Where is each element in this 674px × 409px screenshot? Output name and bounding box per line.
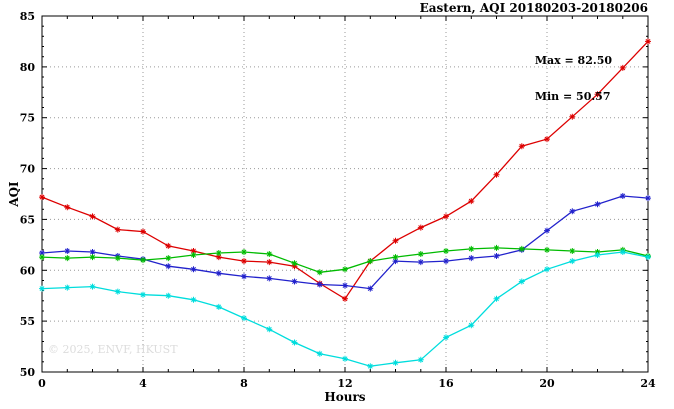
series-blue-line xyxy=(41,195,649,290)
y-tick-label: 80 xyxy=(20,61,36,74)
y-tick-label: 55 xyxy=(20,315,35,328)
series-cyan xyxy=(39,249,651,370)
series-cyan-markers xyxy=(39,249,651,370)
axis-ticks xyxy=(41,15,649,373)
watermark: © 2025, ENVF, HKUST xyxy=(48,343,178,356)
chart-title: Eastern, AQI 20180203-20180206 xyxy=(419,1,648,15)
x-axis-label: Hours xyxy=(324,390,366,404)
x-tick-label: 16 xyxy=(438,377,454,390)
y-tick-label: 50 xyxy=(20,366,36,379)
y-tick-label: 65 xyxy=(20,213,35,226)
tick-labels: 0 4 8 12 16 20 24 50 55 60 65 70 75 80 85 xyxy=(20,10,656,390)
y-tick-label: 75 xyxy=(20,112,35,125)
max-annotation: Max = 82.50 xyxy=(534,54,612,67)
y-tick-label: 70 xyxy=(20,163,36,176)
x-tick-label: 24 xyxy=(640,377,656,390)
min-annotation: Min = 50.57 xyxy=(534,90,611,103)
grid-lines xyxy=(42,16,648,372)
plot-border xyxy=(41,15,649,373)
x-tick-label: 0 xyxy=(38,377,46,390)
x-tick-label: 4 xyxy=(139,377,147,390)
x-tick-label: 20 xyxy=(539,377,555,390)
y-tick-label: 85 xyxy=(20,10,35,23)
y-tick-label: 60 xyxy=(20,264,36,277)
y-axis-label: AQI xyxy=(7,181,21,207)
x-tick-label: 12 xyxy=(337,377,352,390)
minmax-annotation: Max = 82.50 Min = 50.57 xyxy=(535,31,612,127)
x-tick-label: 8 xyxy=(240,377,248,390)
